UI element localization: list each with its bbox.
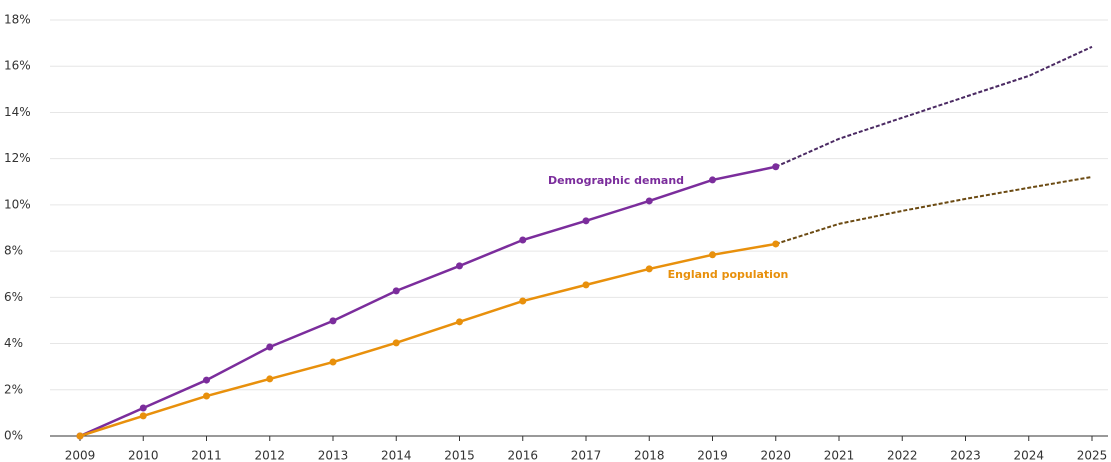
point [645, 197, 653, 205]
x-tick-label: 2020 [760, 449, 791, 462]
series-line [79, 165, 777, 438]
y-tick-label: 8% [4, 244, 23, 258]
point [456, 318, 463, 326]
point [203, 392, 210, 400]
x-tick-label: 2021 [824, 449, 855, 462]
point [519, 236, 527, 244]
point [392, 339, 400, 347]
y-tick-label: 10% [4, 197, 31, 211]
point [266, 375, 274, 383]
x-tick-label: 2022 [887, 449, 918, 462]
series-label: England population [668, 268, 789, 281]
point [329, 358, 337, 366]
point [645, 265, 653, 273]
x-tick-label: 2019 [697, 449, 728, 462]
x-tick-label: 2013 [318, 449, 349, 462]
projection-line [775, 45, 1093, 168]
x-tick-label: 2011 [191, 449, 222, 462]
y-tick-label: 4% [4, 336, 23, 350]
point [76, 432, 84, 440]
x-tick-label: 2016 [507, 449, 538, 462]
projection-line [775, 175, 1093, 245]
point [709, 251, 716, 259]
y-tick-label: 16% [4, 59, 31, 73]
x-tick-label: 2015 [444, 449, 475, 462]
series-label: Demographic demand [548, 174, 684, 187]
y-tick-label: 2% [4, 382, 23, 396]
point [772, 163, 780, 171]
series-line [79, 242, 776, 438]
x-tick-label: 2012 [254, 449, 285, 462]
y-tick-label: 18% [4, 13, 31, 27]
y-tick-label: 14% [4, 105, 31, 119]
point [392, 287, 400, 295]
x-tick-label: 2010 [128, 449, 159, 462]
y-tick-label: 12% [4, 151, 31, 165]
point [139, 412, 147, 420]
x-tick-label: 2023 [950, 449, 981, 462]
x-tick-label: 2009 [65, 449, 96, 462]
x-tick-label: 2024 [1013, 449, 1044, 462]
point [139, 404, 147, 412]
point [329, 317, 337, 325]
x-tick-label: 2025 [1077, 449, 1108, 462]
point [772, 240, 780, 248]
x-tick-label: 2018 [634, 449, 665, 462]
point [266, 343, 274, 351]
point [709, 176, 716, 184]
point [519, 297, 527, 305]
point [203, 376, 210, 384]
y-tick-label: 6% [4, 290, 23, 304]
point [582, 217, 590, 225]
point [582, 281, 590, 289]
y-tick-label: 0% [4, 429, 23, 443]
point [456, 262, 463, 270]
x-tick-label: 2014 [381, 449, 412, 462]
x-tick-label: 2017 [571, 449, 602, 462]
